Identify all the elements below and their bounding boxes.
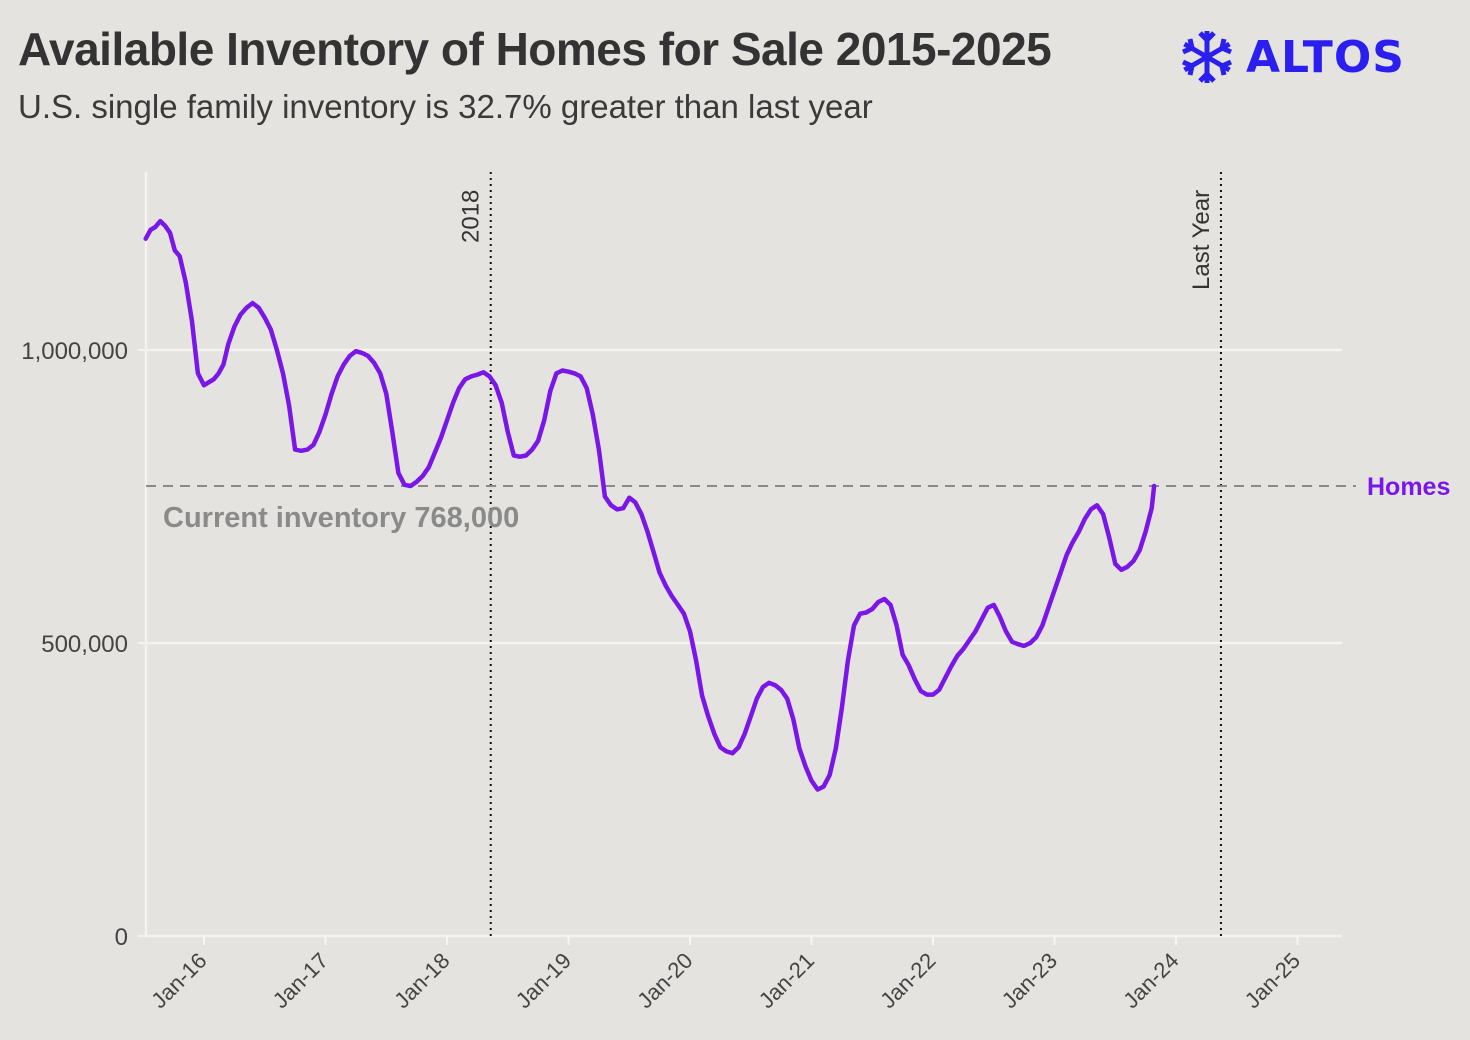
vertical-reference-label: 2018 [458,190,485,243]
vertical-reference-label: Last Year [1188,190,1215,290]
series-line-homes [143,218,1157,792]
tick-labels: 0 500,000 1,000,000 Jan-16 Jan-17 Jan-18 Jan-1… [21,338,1305,1013]
x-tick-label: Jan-20 [632,948,697,1013]
series-group [143,218,1157,792]
x-tick-label: Jan-23 [997,948,1062,1013]
logo-text: ALTOS [1246,31,1405,83]
x-tick-label: Jan-21 [754,948,819,1013]
chart-title: Available Inventory of Homes for Sale 20… [18,23,1052,75]
x-tick-label: Jan-25 [1240,948,1305,1013]
y-tick-label: 0 [115,924,128,951]
current-inventory-label: Current inventory 768,000 [163,502,519,534]
grid [146,348,1342,938]
annotations: 2018 Last Year Homes Current inventory 768,… [163,190,1450,534]
x-tick-label: Jan-24 [1118,948,1183,1013]
x-tick-label: Jan-17 [268,948,333,1013]
x-tick-label: Jan-19 [511,948,576,1013]
axes [138,172,1299,945]
reference-lines [146,172,1356,936]
chart-subtitle: U.S. single family inventory is 32.7% gr… [18,88,873,125]
x-tick-label: Jan-22 [875,948,940,1013]
x-tick-label: Jan-18 [389,948,454,1013]
y-tick-label: 1,000,000 [21,338,128,365]
snowflake-icon [1181,31,1233,83]
x-tick-label: Jan-16 [146,948,211,1013]
series-label-homes: Homes [1367,473,1450,501]
y-tick-label: 500,000 [41,631,128,658]
altos-logo: ALTOS [1176,26,1405,88]
